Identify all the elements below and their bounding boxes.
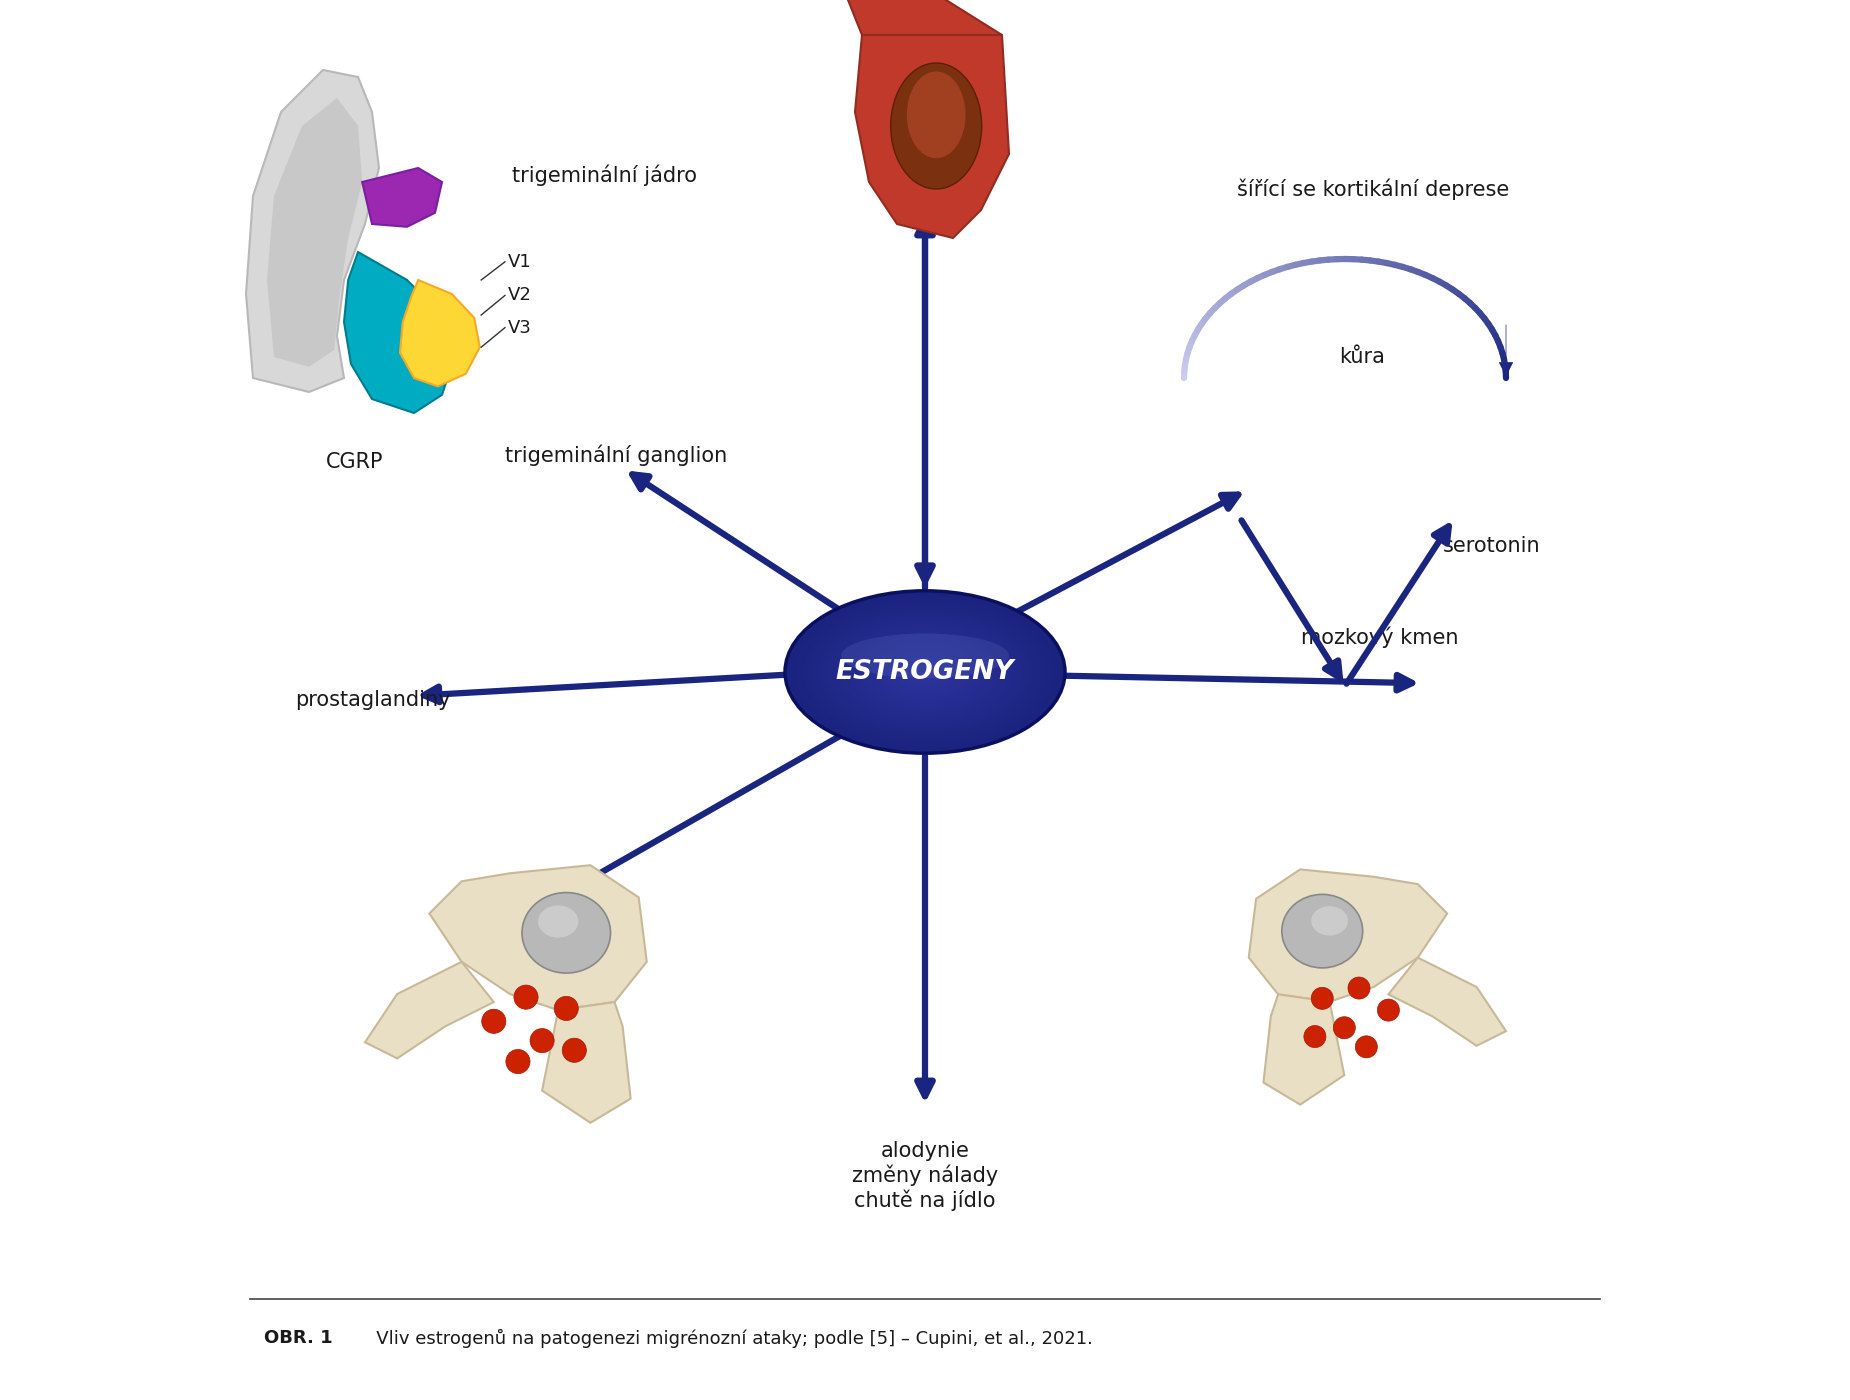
Ellipse shape xyxy=(522,893,610,973)
Text: V1: V1 xyxy=(507,253,531,270)
Ellipse shape xyxy=(919,669,931,675)
Ellipse shape xyxy=(870,640,981,704)
Text: kůra: kůra xyxy=(1339,347,1386,367)
Polygon shape xyxy=(1388,958,1506,1046)
Ellipse shape xyxy=(916,666,934,678)
Polygon shape xyxy=(363,168,442,227)
Text: mozkový kmen: mozkový kmen xyxy=(1301,626,1460,648)
Ellipse shape xyxy=(901,658,949,686)
Ellipse shape xyxy=(851,629,999,715)
Ellipse shape xyxy=(790,594,1060,750)
Ellipse shape xyxy=(855,631,995,713)
Circle shape xyxy=(514,986,538,1009)
Ellipse shape xyxy=(879,645,971,699)
Ellipse shape xyxy=(842,633,1008,678)
Text: ESTROGENY: ESTROGENY xyxy=(836,659,1014,685)
Polygon shape xyxy=(246,70,379,392)
Circle shape xyxy=(562,1039,586,1063)
Ellipse shape xyxy=(892,652,958,692)
Ellipse shape xyxy=(818,610,1032,734)
Ellipse shape xyxy=(910,664,940,680)
Ellipse shape xyxy=(845,626,1005,718)
Ellipse shape xyxy=(882,648,968,696)
Ellipse shape xyxy=(823,612,1027,732)
Circle shape xyxy=(505,1050,529,1074)
Ellipse shape xyxy=(794,596,1056,748)
Ellipse shape xyxy=(784,591,1066,753)
Text: alodynie
změny nálady
chutě na jídlo: alodynie změny nálady chutě na jídlo xyxy=(851,1141,999,1211)
Ellipse shape xyxy=(842,623,1008,721)
Circle shape xyxy=(1304,1026,1326,1047)
Ellipse shape xyxy=(812,608,1038,736)
Ellipse shape xyxy=(808,605,1042,739)
Text: šířící se kortikální deprese: šířící se kortikální deprese xyxy=(1238,178,1510,200)
Text: trigeminální ganglion: trigeminální ganglion xyxy=(505,444,727,466)
Polygon shape xyxy=(855,35,1008,238)
Ellipse shape xyxy=(890,63,982,189)
Ellipse shape xyxy=(1282,895,1363,967)
Ellipse shape xyxy=(1312,906,1349,935)
Text: CGRP: CGRP xyxy=(326,452,383,472)
Text: V3: V3 xyxy=(507,319,531,336)
Circle shape xyxy=(529,1029,555,1053)
Polygon shape xyxy=(542,1002,631,1123)
Circle shape xyxy=(481,1009,505,1033)
Polygon shape xyxy=(1264,994,1345,1105)
Text: Vliv estrogenů na patogenezi migrénozní ataky; podle [5] – Cupini, et al., 2021.: Vliv estrogenů na patogenezi migrénozní … xyxy=(359,1329,1093,1348)
Polygon shape xyxy=(266,98,363,367)
Ellipse shape xyxy=(897,655,953,689)
Circle shape xyxy=(1378,1000,1399,1021)
Polygon shape xyxy=(364,962,494,1058)
Ellipse shape xyxy=(803,602,1047,742)
Circle shape xyxy=(555,997,579,1021)
Ellipse shape xyxy=(860,634,990,710)
Ellipse shape xyxy=(832,617,1018,727)
Polygon shape xyxy=(1249,869,1447,1002)
Text: OBR. 1: OBR. 1 xyxy=(265,1330,333,1347)
Polygon shape xyxy=(344,252,455,413)
Circle shape xyxy=(1349,977,1371,1000)
Ellipse shape xyxy=(873,643,977,701)
Ellipse shape xyxy=(538,906,579,938)
Circle shape xyxy=(1312,987,1334,1009)
Polygon shape xyxy=(429,865,648,1011)
Circle shape xyxy=(1356,1036,1378,1058)
Text: prostaglandiny: prostaglandiny xyxy=(294,690,451,710)
Ellipse shape xyxy=(906,71,966,158)
Text: trigeminální jádro: trigeminální jádro xyxy=(512,164,697,186)
Text: serotonin: serotonin xyxy=(1443,536,1541,556)
Ellipse shape xyxy=(864,637,986,707)
Polygon shape xyxy=(847,0,1003,35)
Polygon shape xyxy=(400,280,479,386)
Ellipse shape xyxy=(888,651,962,693)
Text: V2: V2 xyxy=(507,287,531,304)
Circle shape xyxy=(1334,1016,1356,1039)
Ellipse shape xyxy=(836,620,1014,724)
Ellipse shape xyxy=(827,615,1023,729)
Ellipse shape xyxy=(906,661,944,683)
Ellipse shape xyxy=(799,599,1051,745)
